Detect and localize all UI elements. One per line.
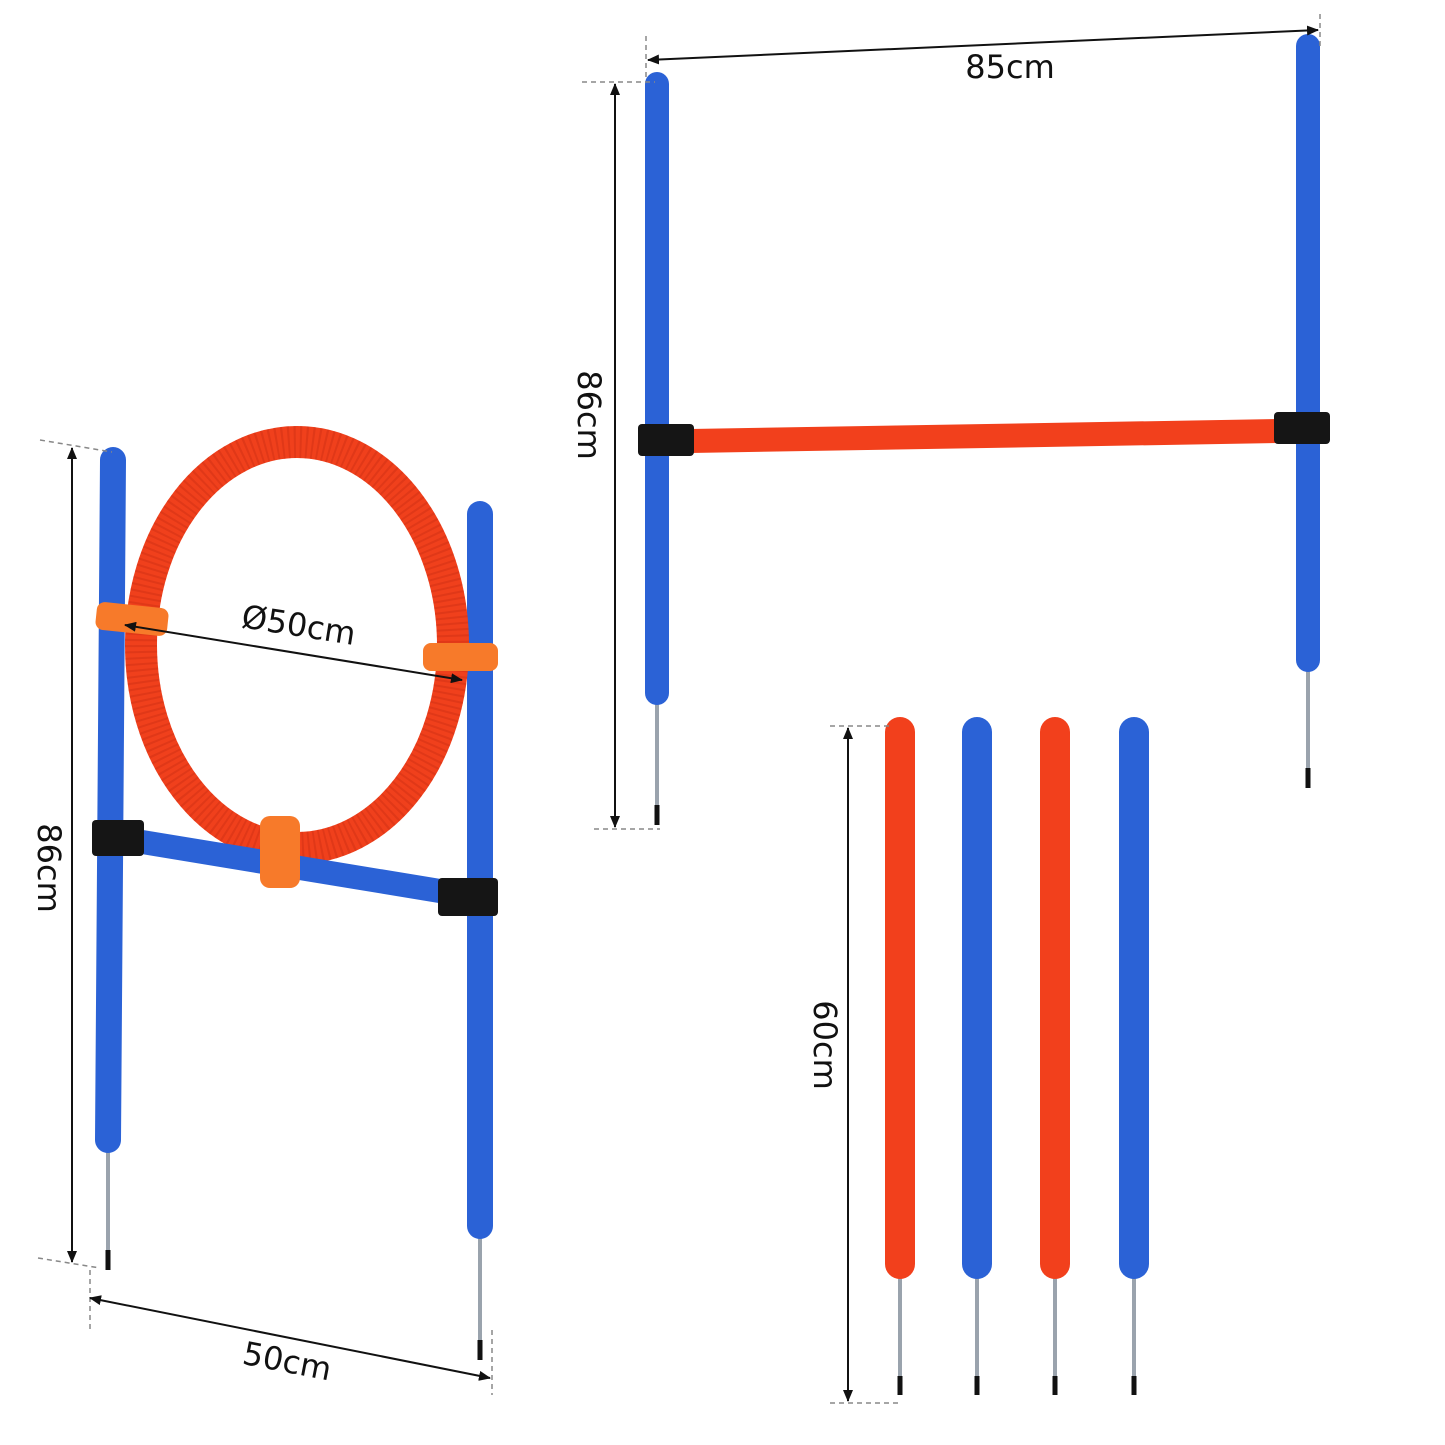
- hoop-diameter-label: Ø50cm: [239, 597, 358, 652]
- hoop-width-label: 50cm: [240, 1334, 335, 1388]
- guide-line: [37, 1257, 101, 1269]
- clamp: [1274, 412, 1330, 444]
- hurdle-dimensions: 85cm 86cm: [570, 14, 1321, 830]
- hurdle-width-label: 85cm: [965, 48, 1054, 86]
- weave-height-label: 60cm: [806, 1000, 844, 1089]
- width-dimension-line: [647, 25, 1319, 65]
- clamp: [638, 424, 694, 456]
- hoop-dimensions: 86cm 50cm Ø50cm: [30, 439, 493, 1395]
- width-dimension-line: [89, 1295, 491, 1381]
- hurdle-jump: [638, 34, 1330, 825]
- hoop-height-label: 86cm: [30, 823, 68, 912]
- hoop-jump: [92, 426, 498, 1360]
- hurdle-height-label: 86cm: [570, 370, 608, 459]
- weave-poles: [885, 717, 1149, 1395]
- left-pole: [95, 447, 126, 1153]
- diameter-dimension-line: [124, 621, 463, 684]
- clamp: [92, 820, 144, 856]
- hurdle-crossbar: [678, 419, 1292, 453]
- weave-dimensions: 60cm: [806, 725, 898, 1404]
- strap: [260, 816, 300, 888]
- guide-line: [39, 439, 113, 453]
- clamp: [438, 878, 498, 916]
- strap: [423, 643, 498, 671]
